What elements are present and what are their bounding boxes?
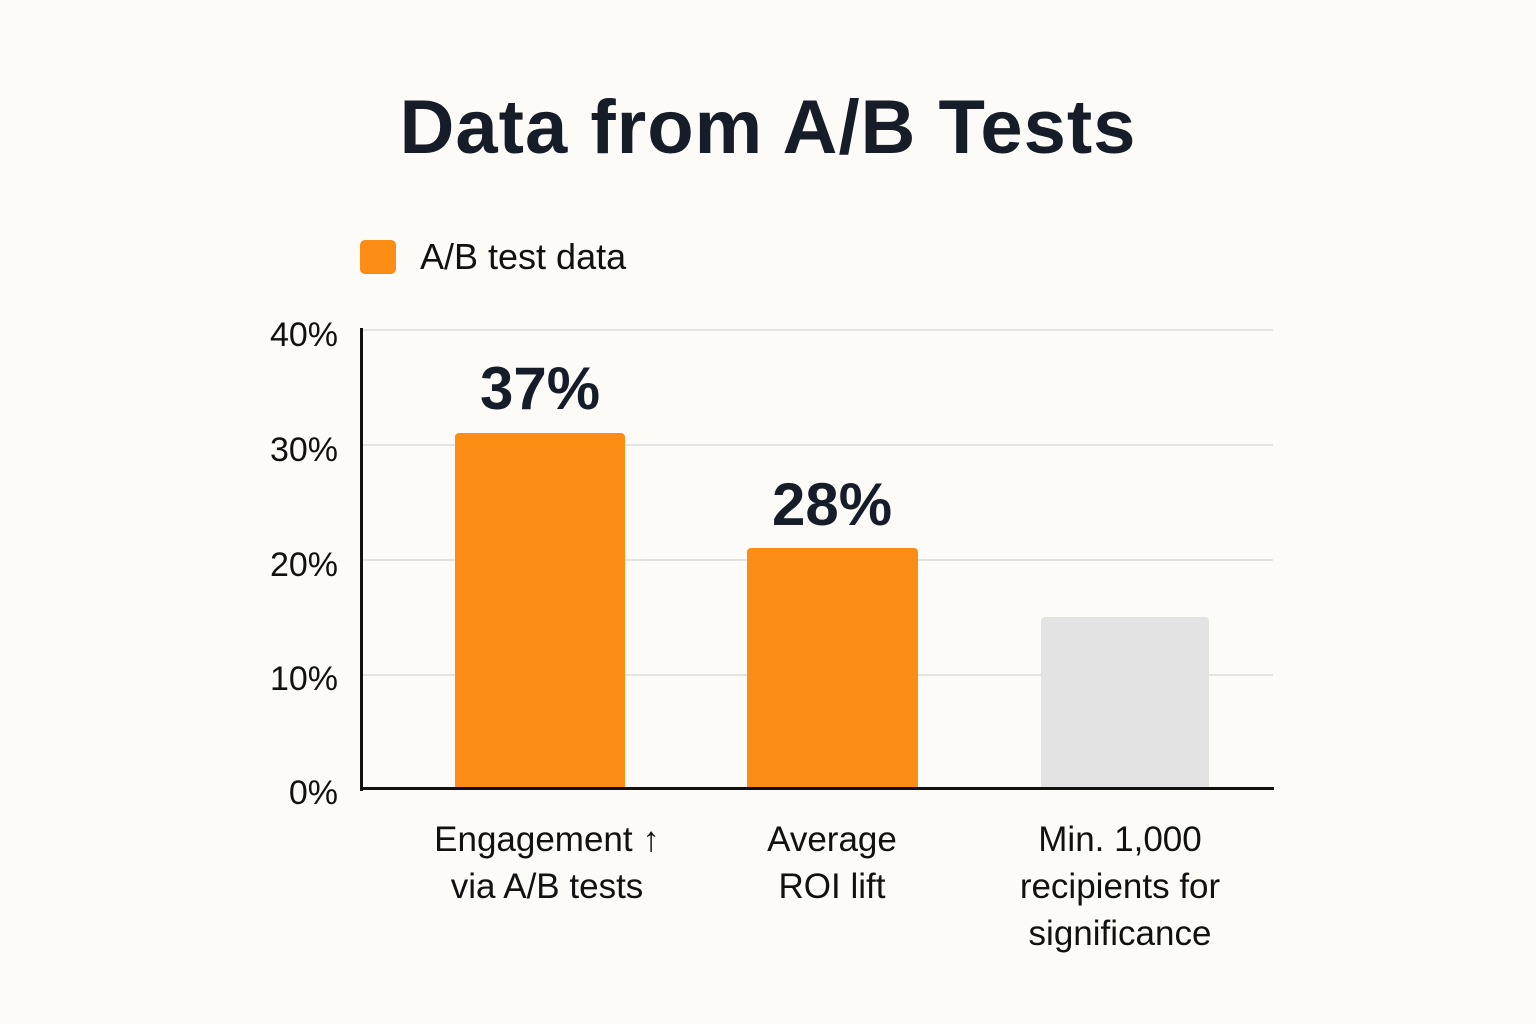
- legend: A/B test data: [360, 236, 626, 278]
- category-label-line: recipients for: [1019, 867, 1221, 906]
- category-label-line: Engagement ↑: [434, 820, 660, 859]
- y-tick-label: 40%: [269, 316, 338, 354]
- category-label-line: via A/B tests: [450, 867, 644, 906]
- bar-roi-lift: [747, 548, 918, 788]
- category-label-engagement: Engagement ↑ via A/B tests: [397, 816, 697, 910]
- category-label-line: ROI lift: [778, 867, 886, 906]
- chart-title: Data from A/B Tests: [399, 85, 1137, 170]
- bar-engagement: [455, 433, 625, 788]
- category-label-line: Min. 1,000: [1038, 820, 1202, 859]
- bar-value-label: 28%: [771, 471, 893, 538]
- category-label-line: Average: [767, 820, 897, 859]
- gridline-40: [362, 329, 1273, 331]
- y-tick-label: 20%: [269, 546, 338, 584]
- gridline-30: [362, 444, 1273, 446]
- y-tick-label: 0%: [288, 774, 338, 812]
- y-tick-label: 10%: [269, 660, 338, 698]
- legend-label: A/B test data: [420, 236, 627, 277]
- legend-swatch-icon: [360, 240, 396, 274]
- x-axis: [360, 787, 1274, 790]
- category-label-line: significance: [1028, 914, 1212, 953]
- bar-value-label: 37%: [479, 355, 601, 422]
- y-tick-label: 30%: [269, 431, 338, 469]
- category-label-min-recipients: Min. 1,000 recipients for significance: [970, 816, 1270, 957]
- bar-min-recipients: [1041, 617, 1209, 788]
- category-label-roi-lift: Average ROI lift: [682, 816, 982, 910]
- y-axis: [360, 328, 363, 791]
